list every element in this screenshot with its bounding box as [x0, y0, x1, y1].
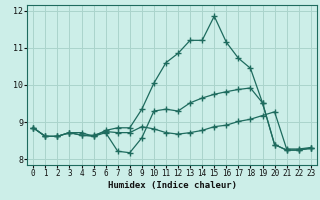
X-axis label: Humidex (Indice chaleur): Humidex (Indice chaleur)	[108, 181, 236, 190]
